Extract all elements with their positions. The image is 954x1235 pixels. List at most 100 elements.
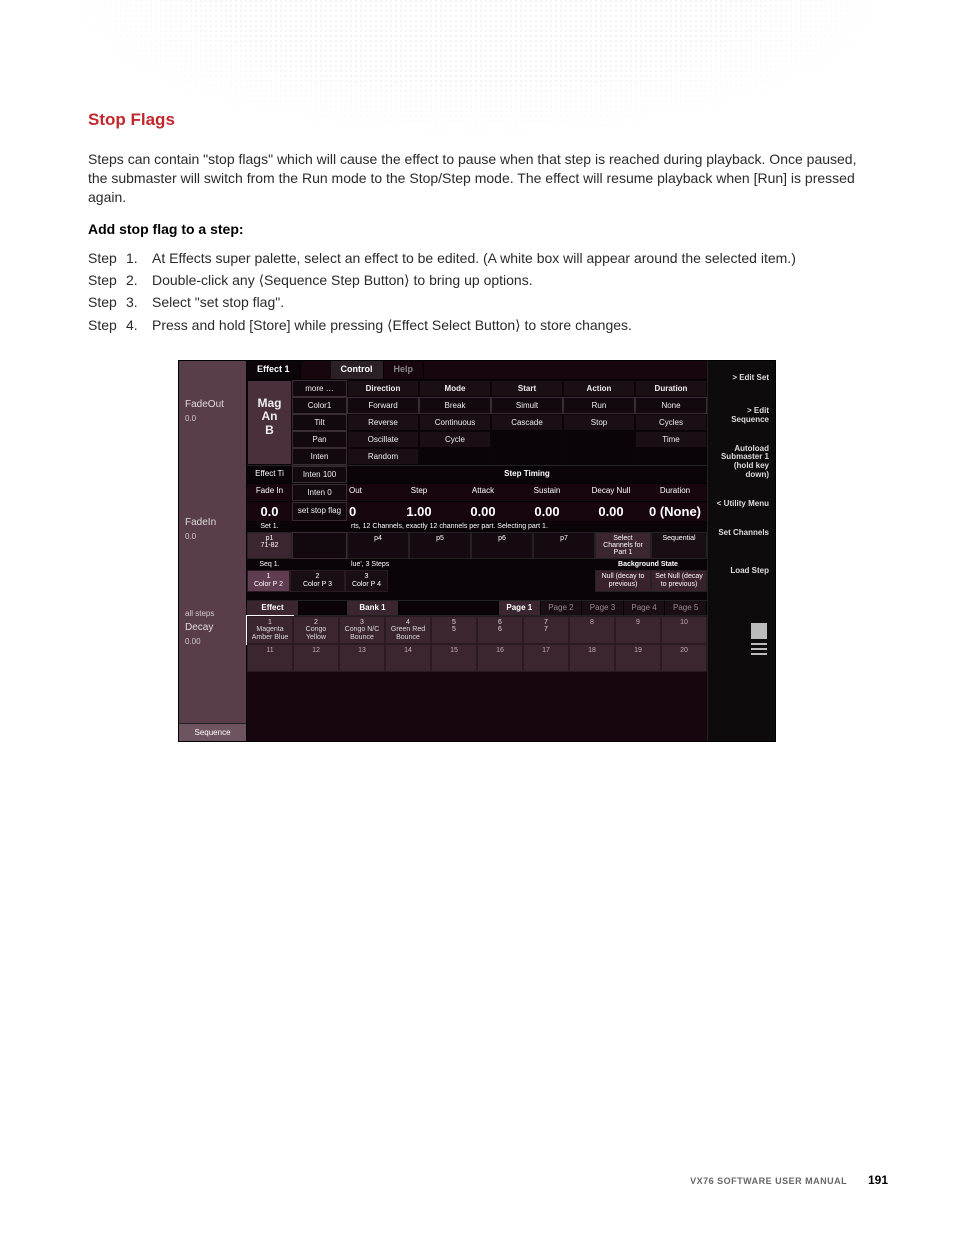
fadein-mini: Fade In (247, 484, 292, 501)
action-stop[interactable]: Stop (563, 414, 635, 431)
left-panel: FadeOut 0.0 FadeIn 0.0 all steps Decay 0… (179, 361, 247, 741)
more-button[interactable]: more … (292, 380, 347, 397)
autoload-label[interactable]: Autoload Submaster 1 (hold key down) (708, 442, 775, 483)
intro-paragraph: Steps can contain "stop flags" which wil… (88, 150, 866, 207)
tab-effect1[interactable]: Effect 1 (247, 361, 301, 379)
effect-slot-5[interactable]: 55 (431, 616, 477, 644)
v-dec: 0.00 (579, 502, 643, 521)
effect-slot-3[interactable]: 3Congo N/C Bounce (339, 616, 385, 644)
mode-cycle[interactable]: Cycle (419, 431, 491, 448)
hdr-mode: Mode (419, 380, 491, 397)
effect-slot-14[interactable]: 14 (385, 644, 431, 672)
tab-effect[interactable]: Effect (247, 601, 299, 615)
direction-random[interactable]: Random (347, 448, 419, 465)
effect-slot-8[interactable]: 8 (569, 616, 615, 644)
tab-page1[interactable]: Page 1 (499, 601, 541, 615)
utility-menu-link[interactable]: < Utility Menu (708, 497, 775, 512)
hdr-start: Start (491, 380, 563, 397)
direction-reverse[interactable]: Reverse (347, 414, 419, 431)
inten0-button[interactable]: Inten 0 (292, 484, 347, 501)
set-channels-link[interactable]: Set Channels (708, 526, 775, 541)
seq1-label: Seq 1. (247, 559, 292, 570)
effect-ti-label: Effect Ti (247, 466, 292, 483)
steps-message: lue', 3 Steps (347, 559, 589, 570)
duration-time[interactable]: Time (635, 431, 707, 448)
v-step: 1.00 (387, 502, 451, 521)
effect-slot-10[interactable]: 10 (661, 616, 707, 644)
inten-button[interactable]: Inten (292, 448, 347, 465)
timing-sustain: Sustain (515, 484, 579, 501)
load-step-link[interactable]: Load Step (708, 564, 775, 579)
step-timing-label: Step Timing (347, 466, 707, 483)
effect-slot-18[interactable]: 18 (569, 644, 615, 672)
effect-slot-6[interactable]: 66 (477, 616, 523, 644)
duration-cycles[interactable]: Cycles (635, 414, 707, 431)
seq-step-1[interactable]: 1 Color P 2 (247, 570, 290, 591)
parts-row: p1 71-82 p4 p5 p6 p7 Select Channels for… (247, 532, 707, 559)
sequence-tab[interactable]: Sequence (179, 723, 246, 741)
right-panel: > Edit Set > Edit Sequence Autoload Subm… (707, 361, 775, 741)
part-p1[interactable]: p1 71-82 (247, 532, 292, 559)
effect-slot-12[interactable]: 12 (293, 644, 339, 672)
bg-null-a[interactable]: Null (decay to previous) (595, 570, 651, 591)
effect-slot-17[interactable]: 17 (523, 644, 569, 672)
direction-forward[interactable]: Forward (347, 397, 419, 414)
effect-slot-7[interactable]: 77 (523, 616, 569, 644)
color1-button[interactable]: Color1 (292, 397, 347, 414)
part-p6[interactable]: p6 (471, 532, 533, 559)
effect-slot-1[interactable]: 1Magenta Amber Blue (247, 616, 293, 644)
eff-v00: 0.0 (247, 502, 292, 521)
sequential-box[interactable]: Sequential (651, 532, 707, 559)
edit-sequence-link[interactable]: > Edit Sequence (708, 404, 775, 428)
set1-label: Set 1. (247, 521, 292, 532)
start-simult[interactable]: Simult (491, 397, 563, 414)
step-number: 1. (126, 247, 152, 269)
bg-null-b[interactable]: Set Null (decay to previous) (651, 570, 707, 591)
tab-page5[interactable]: Page 5 (665, 601, 707, 615)
duration-none[interactable]: None (635, 397, 707, 414)
pan-button[interactable]: Pan (292, 431, 347, 448)
effect-slot-4[interactable]: 4Green Red Bounce (385, 616, 431, 644)
tab-page3[interactable]: Page 3 (582, 601, 624, 615)
effect-slot-20[interactable]: 20 (661, 644, 707, 672)
timing-decay: Decay Null (579, 484, 643, 501)
timing-duration: Duration (643, 484, 707, 501)
select-channels-box[interactable]: Select Channels for Part 1 (595, 532, 651, 559)
action-run[interactable]: Run (563, 397, 635, 414)
stop-icon[interactable] (751, 623, 767, 639)
mode-break[interactable]: Break (419, 397, 491, 414)
tab-bank1[interactable]: Bank 1 (347, 601, 399, 615)
subheading: Add stop flag to a step: (88, 221, 866, 237)
tilt-button[interactable]: Tilt (292, 414, 347, 431)
setstop-button[interactable]: set stop flag (292, 502, 347, 521)
direction-oscillate[interactable]: Oscillate (347, 431, 419, 448)
inten100-button[interactable]: Inten 100 (292, 466, 347, 483)
section-heading: Stop Flags (88, 110, 866, 130)
effect-slot-19[interactable]: 19 (615, 644, 661, 672)
effect-slot-9[interactable]: 9 (615, 616, 661, 644)
effect-slot-13[interactable]: 13 (339, 644, 385, 672)
effect-slot-16[interactable]: 16 (477, 644, 523, 672)
manual-title: VX76 SOFTWARE USER MANUAL (690, 1176, 847, 1186)
tab-page4[interactable]: Page 4 (624, 601, 666, 615)
effect-slot-11[interactable]: 11 (247, 644, 293, 672)
part-p4[interactable]: p4 (347, 532, 409, 559)
effect-slot-15[interactable]: 15 (431, 644, 477, 672)
part-p7[interactable]: p7 (533, 532, 595, 559)
fadeout-value: 0.0 (179, 414, 246, 423)
step-2: Step 2. Double-click any ⟨Sequence Step … (88, 269, 866, 291)
menu-icon[interactable] (751, 643, 767, 655)
tab-control[interactable]: Control (331, 361, 384, 379)
mode-continuous[interactable]: Continuous (419, 414, 491, 431)
tab-help[interactable]: Help (384, 361, 425, 379)
big-preview: Mag An B (247, 380, 292, 465)
effect-slot-2[interactable]: 2Congo Yellow (293, 616, 339, 644)
seq-step-3[interactable]: 3 Color P 4 (345, 570, 388, 591)
tab-page2[interactable]: Page 2 (541, 601, 583, 615)
fadeout-label: FadeOut (179, 395, 246, 414)
v-out: 0 (347, 502, 387, 521)
edit-set-link[interactable]: > Edit Set (708, 371, 775, 386)
start-cascade[interactable]: Cascade (491, 414, 563, 431)
seq-step-2[interactable]: 2 Color P 3 (290, 570, 345, 591)
part-p5[interactable]: p5 (409, 532, 471, 559)
